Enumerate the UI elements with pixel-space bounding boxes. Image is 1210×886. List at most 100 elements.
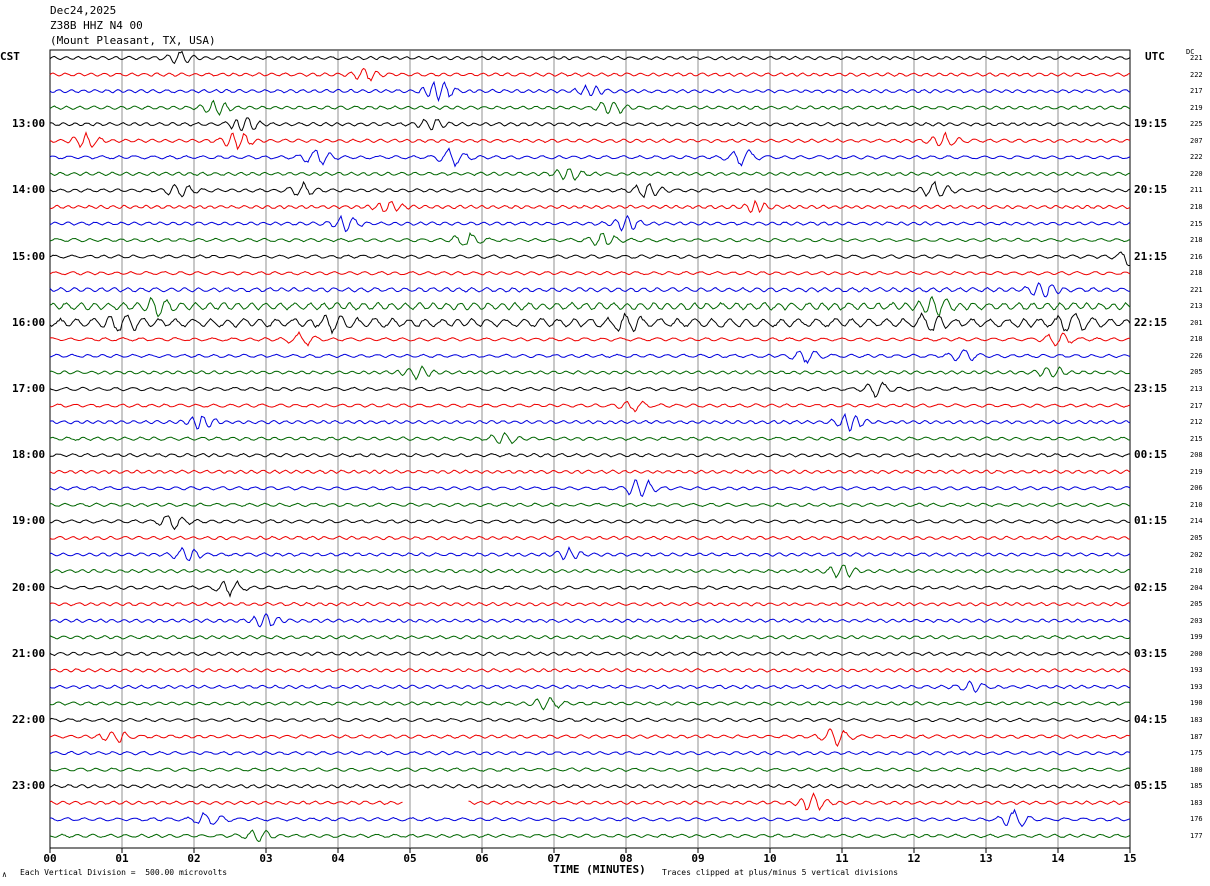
right-timezone-label: UTC: [1145, 50, 1165, 63]
right-time-label: 19:15: [1134, 117, 1168, 131]
right-time-label: 03:15: [1134, 646, 1168, 660]
dc-offset-label: 180: [1190, 765, 1203, 774]
seismic-trace-line: [49, 381, 1130, 398]
x-tick-label: 12: [907, 852, 920, 865]
dc-offset-label: 210: [1190, 500, 1203, 509]
left-time-label: 23:00: [12, 779, 46, 793]
seismic-trace-line: [49, 502, 1131, 508]
dc-offset-label: 203: [1190, 616, 1203, 625]
dc-offset-label: 205: [1190, 368, 1203, 377]
seismic-trace-line: [49, 50, 1131, 65]
left-time-label: 16:00: [12, 315, 46, 329]
seismic-trace-line: [49, 270, 1131, 276]
seismic-trace-line: [49, 750, 1131, 756]
date-label: Dec24,2025: [50, 4, 117, 17]
dc-offset-label: 176: [1190, 815, 1203, 824]
x-tick-label: 11: [835, 852, 849, 865]
seismic-trace-line: [49, 728, 1130, 747]
seismic-trace-line: [49, 635, 1131, 640]
x-tick-label: 15: [1123, 852, 1136, 865]
seismic-trace-line: [49, 612, 1131, 628]
seismic-trace-line: [49, 783, 1131, 789]
dc-offset-label: 221: [1190, 285, 1203, 294]
right-time-label: 01:15: [1134, 514, 1168, 528]
dc-offset-label: 217: [1190, 87, 1203, 96]
x-tick-label: 06: [475, 852, 489, 865]
dc-offset-label: 220: [1190, 169, 1203, 178]
dc-offset-label: 187: [1190, 732, 1203, 741]
seismic-trace-line: [49, 349, 1131, 365]
seismic-trace-line: [49, 800, 403, 806]
left-time-label: 14:00: [12, 183, 46, 197]
right-time-label: 22:15: [1134, 315, 1168, 329]
dc-label: DC: [1186, 48, 1195, 56]
dc-offset-label: 225: [1190, 120, 1203, 129]
left-time-label: 20:00: [12, 580, 46, 594]
dc-offset-label: 212: [1190, 418, 1203, 427]
seismic-trace-line: [49, 717, 1131, 723]
seismic-trace-line: [49, 697, 1131, 711]
left-time-label: 15:00: [12, 249, 46, 263]
right-time-label: 00:15: [1134, 448, 1168, 462]
dc-offset-label: 214: [1190, 517, 1203, 526]
x-tick-label: 02: [187, 852, 200, 865]
dc-offset-label: 213: [1190, 302, 1203, 311]
dc-offset-label: 219: [1190, 103, 1203, 112]
dc-offset-label: 193: [1190, 666, 1203, 675]
right-time-label: 05:15: [1134, 779, 1168, 793]
left-time-label: 22:00: [12, 713, 46, 726]
seismic-trace-line: [49, 680, 1131, 694]
x-tick-label: 04: [331, 852, 345, 865]
location-label: (Mount Pleasant, TX, USA): [50, 34, 216, 47]
dc-offset-label: 201: [1190, 318, 1203, 327]
seismic-trace-line: [49, 80, 1131, 103]
x-axis-title: TIME (MINUTES): [553, 863, 646, 876]
left-time-label: 13:00: [12, 117, 46, 131]
seismic-trace-line: [49, 131, 1131, 151]
seismic-trace-line: [50, 564, 1131, 579]
x-tick-label: 07: [547, 852, 560, 865]
dc-offset-label: 211: [1190, 186, 1203, 195]
x-tick-label: 03: [259, 852, 272, 865]
right-time-label: 21:15: [1134, 249, 1168, 263]
seismic-trace-line: [49, 251, 1131, 267]
seismic-trace-line: [49, 295, 1131, 318]
dc-offset-label: 206: [1190, 484, 1203, 493]
dc-offset-label: 221: [1190, 54, 1203, 62]
seismic-trace-line: [49, 469, 1131, 475]
plot-frame: [49, 49, 1131, 849]
dc-offset-label: 175: [1190, 749, 1203, 758]
corner-mark: ∧: [2, 870, 7, 879]
seismic-trace-line: [49, 535, 1131, 541]
x-tick-label: 13: [979, 852, 992, 865]
seismic-trace-line: [49, 478, 1131, 498]
right-time-label: 02:15: [1134, 580, 1168, 594]
x-tick-label: 09: [691, 852, 704, 865]
seismic-trace-line: [49, 99, 1131, 117]
seismic-trace-line: [49, 199, 1131, 214]
minute-grid: [49, 49, 1131, 849]
right-time-label: 04:15: [1134, 713, 1168, 726]
dc-offset-label: 205: [1190, 600, 1203, 609]
seismic-trace-line: [49, 282, 1131, 298]
station-label: Z38B HHZ N4 00: [50, 19, 143, 32]
x-tick-label: 01: [115, 852, 129, 865]
dc-offset-label: 218: [1190, 269, 1203, 278]
seismic-trace-line: [49, 214, 1131, 233]
x-tick-label: 08: [619, 852, 632, 865]
right-time-label: 20:15: [1134, 183, 1168, 197]
seismic-trace-line: [49, 147, 1131, 168]
dc-offset-label: 210: [1190, 567, 1203, 576]
dc-offset-label: 199: [1190, 633, 1203, 642]
dc-offset-label: 213: [1190, 385, 1203, 393]
left-time-label: 17:00: [12, 382, 46, 395]
dc-offset-label: 193: [1190, 682, 1203, 691]
clip-note: Traces clipped at plus/minus 5 vertical …: [662, 868, 899, 877]
dc-offset-label: 218: [1190, 202, 1203, 211]
seismic-trace-line: [49, 767, 1131, 772]
seismic-trace-line: [49, 601, 1130, 607]
x-tick-label: 00: [43, 852, 56, 865]
dc-offset-label: 222: [1190, 153, 1203, 162]
seismic-trace-line: [49, 668, 1131, 673]
